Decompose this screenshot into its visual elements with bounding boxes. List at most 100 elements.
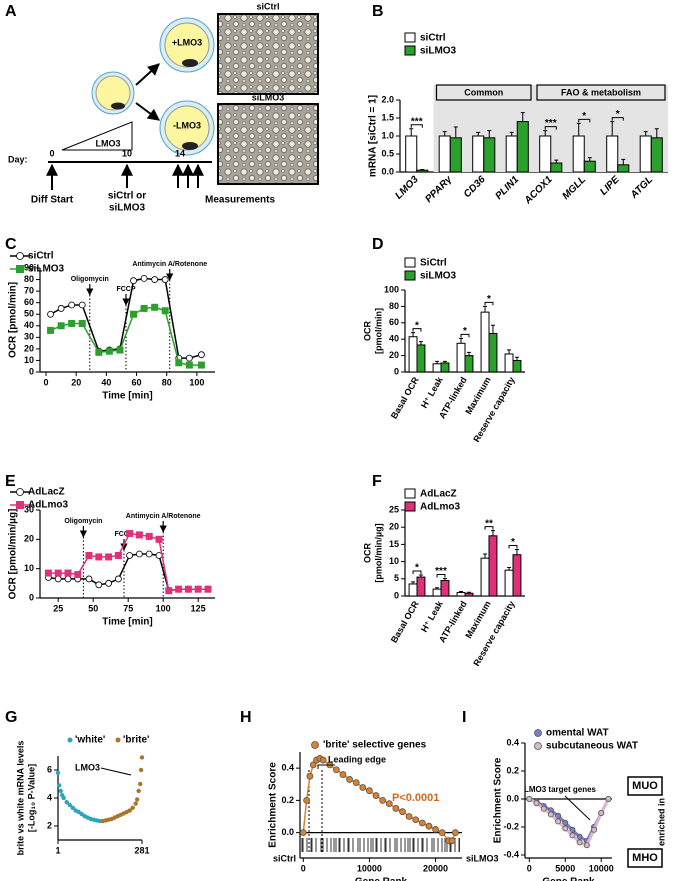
data-point [399, 808, 406, 816]
significance-bracket [412, 570, 422, 575]
y-tick-label: 0.2 [506, 765, 519, 775]
x-axis-title: Gene Rank [542, 877, 595, 881]
y-axis-title: Enrichment Score [268, 762, 279, 848]
data-point [432, 826, 439, 833]
y-tick-label: 0.0 [281, 827, 294, 837]
group-label: FAO & metabolism [561, 87, 641, 97]
error-bar [411, 332, 416, 337]
significance-bracket [508, 545, 518, 549]
annotation: MHO [632, 852, 658, 864]
data-point [438, 829, 446, 837]
data-point [115, 575, 122, 583]
injection-label: FCCP [114, 531, 133, 538]
data-point [526, 796, 533, 803]
bar [480, 311, 490, 373]
group-label: Common [464, 87, 503, 97]
group-box [536, 84, 666, 101]
data-point [135, 797, 140, 802]
y-tick-label: 30 [24, 504, 34, 514]
data-point [105, 579, 112, 587]
panel-letter: E [5, 473, 16, 490]
significance-label: * [463, 326, 467, 337]
y-axis-title: brite vs white mRNA levels [15, 741, 25, 856]
y-tick-label: 70 [24, 285, 34, 295]
x-tick-label: 50 [88, 603, 98, 613]
data-point [138, 767, 144, 773]
data-point [533, 800, 540, 807]
y-axis-title: OCR [pmol/min/µg] [8, 509, 19, 600]
data-point [138, 781, 143, 787]
data-point [185, 361, 193, 369]
legend-label: AdLacZ [28, 487, 65, 498]
error-bar [643, 131, 648, 136]
bar [464, 592, 474, 597]
significance-label: * [487, 294, 491, 305]
data-point [562, 819, 569, 826]
y-tick-label: 10 [389, 556, 399, 566]
cell-plus: +LMO3 [159, 17, 215, 73]
y-tick-label: 20 [389, 522, 399, 532]
legend-label: siLMO3 [28, 264, 65, 275]
legend-label: subcutaneous WAT [546, 741, 638, 752]
legend-marker [534, 729, 542, 737]
data-point [412, 816, 420, 824]
annotation: MUO [632, 780, 658, 792]
data-point [126, 552, 134, 559]
micrograph [217, 103, 319, 185]
error-bar [514, 549, 519, 555]
injection-label: Oligomycin [64, 518, 102, 525]
error-bar [554, 159, 559, 163]
bar [416, 576, 426, 597]
data-point [130, 277, 137, 285]
y-tick-label: 15 [389, 539, 399, 549]
data-point [116, 346, 124, 354]
data-point [57, 322, 65, 330]
bar [408, 336, 418, 373]
day-label: Day: [8, 154, 28, 164]
diagram: +LMO3 -LMO3 LMO3 Day: 0 10 14 Diff Start… [8, 1, 319, 214]
day: 0 [49, 148, 54, 158]
y-tick-label: 40 [389, 334, 399, 344]
y-tick-label: 1.5 [381, 112, 394, 122]
bar [432, 363, 442, 373]
y-tick-label: 0.5 [381, 148, 394, 158]
significance-label: *** [411, 116, 423, 127]
x-tick-label: 1 [55, 845, 60, 855]
data-point [139, 755, 145, 760]
y-axis-title: mRNA [siCtrl = 1] [368, 95, 379, 177]
legend-label: siCtrl [420, 33, 446, 44]
data-point [359, 784, 367, 791]
data-point [54, 575, 62, 583]
data-point [576, 833, 583, 840]
bar [504, 353, 514, 373]
micrograph [217, 13, 319, 95]
data-point [346, 776, 353, 783]
ramp [61, 121, 133, 151]
y-tick-label: 0 [29, 366, 34, 376]
legend-label: siLMO3 [420, 46, 457, 57]
y-tick-label: 4 [47, 792, 52, 802]
error-bar [459, 591, 464, 593]
significance-bracket [436, 573, 446, 578]
y-tick-label: 0.2 [281, 795, 294, 805]
error-bar [453, 126, 458, 138]
injection-label: Oligomycin [71, 276, 109, 283]
data-point [175, 359, 183, 367]
x-tick-label: H⁺ Leak [419, 598, 445, 634]
error-bar [476, 131, 481, 136]
data-point [64, 575, 72, 583]
bar [464, 355, 474, 373]
y-tick-label: 20 [389, 350, 399, 360]
significance-label: * [415, 563, 419, 574]
bar [432, 588, 442, 597]
significance-bracket [460, 333, 470, 338]
annotation-line [564, 795, 591, 821]
annotation-line [100, 767, 132, 776]
cell-minus: -LMO3 [159, 100, 215, 156]
data-point [451, 829, 459, 837]
bar [416, 169, 429, 173]
arrow [135, 63, 160, 86]
arrow [135, 102, 160, 121]
data-point [95, 581, 103, 589]
bar [512, 360, 522, 373]
